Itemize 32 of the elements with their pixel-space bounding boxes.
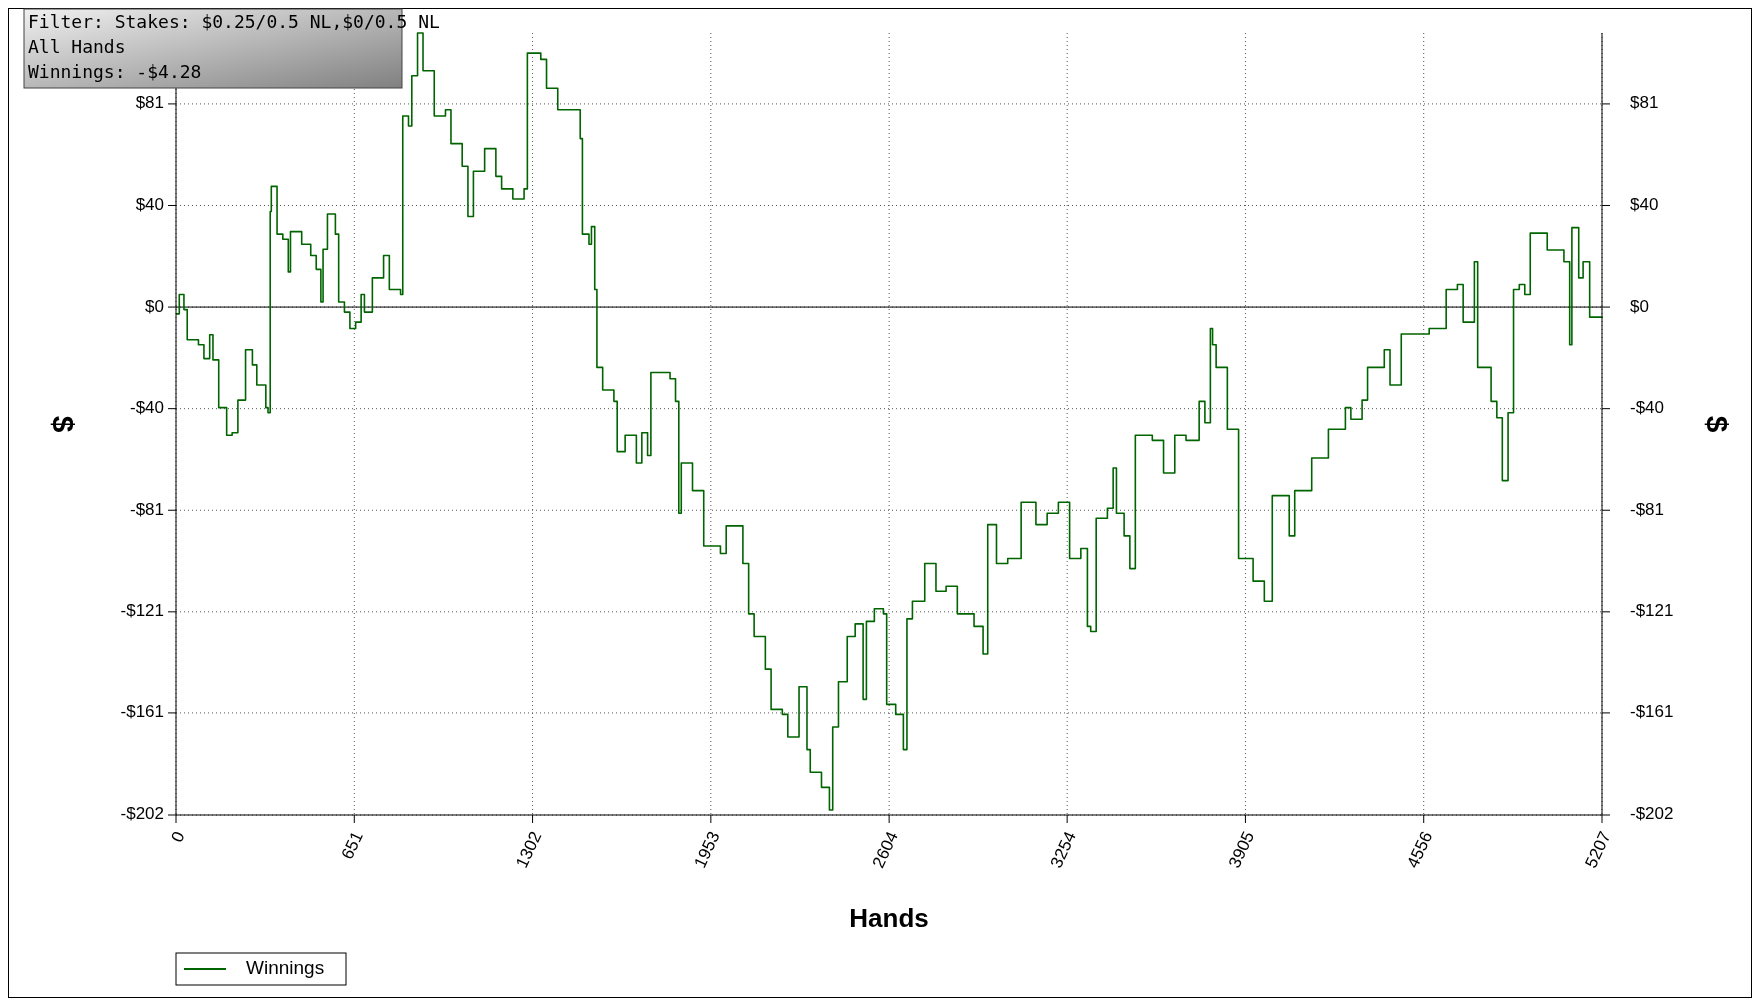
x-tick-label: 2604 xyxy=(868,828,902,871)
text: All Hands xyxy=(28,36,126,57)
x-tick-label: 3905 xyxy=(1224,828,1259,871)
y2-tick-label: -$81 xyxy=(1630,499,1665,519)
annotation: Winnings: -$4.28 xyxy=(28,61,202,82)
y2-tick-label: $0 xyxy=(1630,296,1649,316)
x-tick-label: 651 xyxy=(337,828,367,863)
x-tick-label: 0 xyxy=(167,828,189,846)
x-tick-label: 1302 xyxy=(512,828,546,871)
y2-axis-title: $ xyxy=(1701,415,1734,433)
y-tick-label: -$81 xyxy=(129,499,164,519)
y2-tick-label: -$202 xyxy=(1630,804,1674,824)
y-tick-label: -$202 xyxy=(120,804,164,824)
y-tick-label: -$121 xyxy=(120,601,164,621)
y-axis-title: $ xyxy=(47,415,80,433)
x-axis-title: Hands xyxy=(849,903,929,933)
y2-tick-label: -$121 xyxy=(1630,601,1674,621)
y2-tick-label: -$161 xyxy=(1630,702,1674,722)
y2-tick-label: -$40 xyxy=(1630,398,1665,418)
x-tick-label: 1953 xyxy=(690,828,724,871)
x-tick-label: 4556 xyxy=(1403,828,1437,871)
y2-tick-label: $40 xyxy=(1630,194,1659,214)
y-tick-label: $81 xyxy=(135,93,164,113)
y-tick-label: -$161 xyxy=(120,702,164,722)
y-tick-label: -$40 xyxy=(129,398,164,418)
text: Filter: Stakes: $0.25/0.5 NL,$0/0.5 NL xyxy=(28,11,440,32)
y-tick-label: $0 xyxy=(145,296,164,316)
y-tick-label: $40 xyxy=(135,194,164,214)
legend-label: Winnings xyxy=(246,957,325,979)
x-tick-label: 5207 xyxy=(1581,828,1615,871)
x-tick-label: 3254 xyxy=(1046,828,1080,871)
y2-tick-label: $81 xyxy=(1630,93,1659,113)
